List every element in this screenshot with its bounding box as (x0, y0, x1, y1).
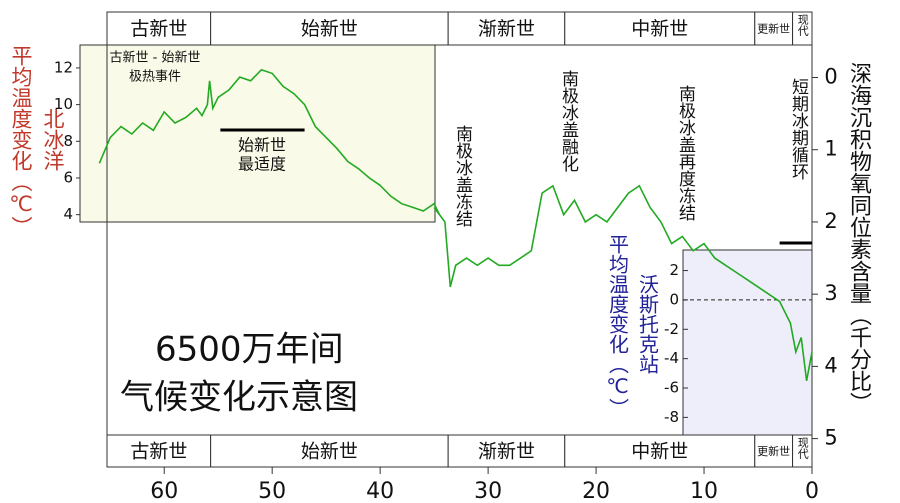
epoch-cell (564, 11, 756, 46)
epoch-cell (106, 11, 212, 46)
x-tick-label: 40 (366, 479, 394, 503)
vostok-y-label: 平均温度变化（℃） (606, 234, 630, 418)
epoch-label: 中新世 (631, 18, 688, 40)
title-line: 气候变化示意图 (120, 378, 358, 418)
x-tick-label: 60 (150, 479, 178, 503)
x-tick-label: 20 (582, 479, 610, 503)
arctic-y-label: 平均温度变化（℃） (9, 45, 33, 237)
epoch-label: 始新世 (301, 18, 358, 40)
epoch-cell (210, 434, 449, 468)
annotation: 南极冰盖冻结 (452, 125, 473, 227)
y-tick-label: 0 (824, 65, 837, 89)
annotation: 短期冰期循环 (788, 78, 809, 180)
epoch-cell (754, 434, 794, 468)
vostok-y-tick-label: -2 (664, 320, 679, 338)
epoch-label: 现代 (796, 437, 809, 460)
epoch-label: 始新世 (301, 441, 358, 463)
x-tick-label: 10 (690, 479, 718, 503)
data-line (433, 184, 813, 381)
vostok-y-tick-label: -6 (664, 379, 679, 397)
epoch-label: 渐新世 (478, 441, 535, 463)
annotation: 极热事件 (129, 70, 181, 85)
epoch-label: 更新世 (757, 444, 790, 458)
x-tick-label: 0 (805, 479, 819, 503)
annotation: 南极冰盖再度冻结 (675, 85, 696, 221)
epoch-label: 中新世 (631, 441, 688, 463)
arctic-location: 北冰洋 (41, 108, 65, 171)
data-line (98, 68, 441, 216)
vostok-inset (682, 249, 813, 436)
y-tick-label: 3 (824, 281, 837, 305)
epoch-cell (106, 434, 212, 468)
title-line: 6500万年间 (155, 330, 344, 370)
annotation: 古新世 - 始新世 (110, 50, 201, 66)
y-axis-label: 深海沉积物氧同位素含量（千分比） (846, 62, 872, 414)
epoch-cell (792, 11, 813, 46)
epoch-cell (210, 11, 449, 46)
x-tick-label: 50 (258, 479, 286, 503)
epoch-cell (447, 434, 566, 468)
y-tick-label: 4 (824, 353, 837, 377)
epoch-cell (564, 434, 756, 468)
vostok-location: 沃斯托克站 (636, 274, 660, 374)
annotation: 最适度 (238, 155, 286, 174)
epoch-label: 古新世 (130, 18, 187, 40)
vostok-y-tick-label: 0 (669, 290, 679, 308)
y-tick-label: 5 (824, 426, 837, 450)
epoch-cell (447, 11, 566, 46)
vostok-y-tick-label: -4 (664, 349, 679, 367)
epoch-label: 古新世 (130, 441, 187, 463)
y-tick-label: 2 (824, 209, 837, 233)
arctic-y-tick-label: 8 (63, 132, 73, 150)
epoch-label: 现代 (796, 14, 809, 37)
arctic-y-tick-label: 10 (54, 95, 73, 113)
arctic-y-tick-label: 4 (63, 205, 73, 223)
y-tick-label: 1 (824, 137, 837, 161)
arctic-y-tick-label: 6 (63, 168, 73, 186)
annotation: 南极冰盖融化 (558, 70, 579, 172)
annotation: 始新世 (238, 136, 286, 155)
epoch-cell (792, 434, 813, 468)
x-tick-label: 30 (474, 479, 502, 503)
epoch-label: 更新世 (757, 22, 790, 36)
epoch-label: 渐新世 (478, 18, 535, 40)
arctic-y-tick-label: 12 (54, 58, 73, 76)
vostok-y-tick-label: 2 (669, 261, 679, 279)
vostok-y-tick-label: -8 (664, 408, 679, 426)
